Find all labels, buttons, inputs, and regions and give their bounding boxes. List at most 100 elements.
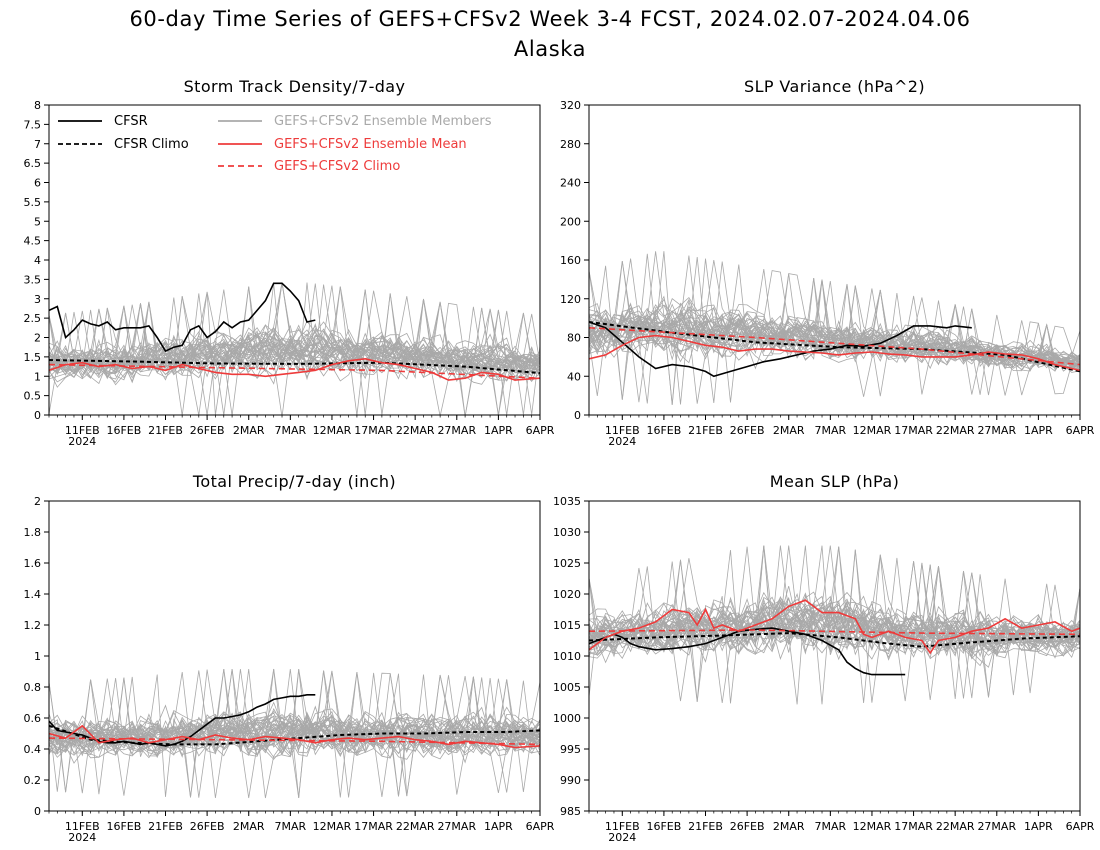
y-tick-label: 0.8 (24, 681, 42, 694)
x-tick-label: 7MAR (815, 820, 847, 833)
ensemble-member-line (49, 305, 540, 415)
x-tick-label: 1APR (1024, 424, 1053, 437)
x-tick-label: 16FEB (646, 424, 681, 437)
x-tick-label: 6APR (526, 424, 555, 437)
x-tick-label: 6APR (1066, 820, 1095, 833)
x-tick-label: 11FEB (605, 424, 640, 437)
ensemble-member-line (49, 668, 540, 756)
y-tick-label: 1020 (553, 588, 581, 601)
series-line-cfsr-climo (49, 359, 540, 375)
y-tick-label: 240 (560, 177, 581, 190)
x-tick-label: 27MAR (977, 820, 1016, 833)
y-tick-label: 280 (560, 138, 581, 151)
x-year-label: 2024 (68, 831, 96, 844)
plot-area-slpvar (589, 251, 1080, 405)
x-tick-label: 26FEB (190, 820, 225, 833)
x-tick-label: 1APR (484, 820, 513, 833)
y-tick-label: 1025 (553, 557, 581, 570)
y-tick-label: 80 (567, 332, 581, 345)
y-tick-label: 320 (560, 99, 581, 112)
y-tick-label: 0.6 (24, 712, 42, 725)
x-tick-label: 12MAR (313, 820, 352, 833)
y-tick-label: 5.5 (24, 196, 42, 209)
y-tick-label: 0 (574, 409, 581, 422)
y-tick-label: 40 (567, 370, 581, 383)
legend: CFSR CFSR Climo GEFS+CFSv2 Ensemble Member… (58, 114, 492, 174)
x-tick-label: 2MAR (233, 424, 265, 437)
panel-title-precip: Total Precip/7-day (inch) (192, 472, 396, 491)
x-tick-label: 11FEB (605, 820, 640, 833)
ensemble-member-line (589, 545, 1080, 657)
x-tick-label: 11FEB (65, 820, 100, 833)
y-tick-label: 1 (34, 650, 41, 663)
y-tick-label: 1005 (553, 681, 581, 694)
y-tick-label: 5 (34, 215, 41, 228)
y-tick-label: 8 (34, 99, 41, 112)
y-tick-label: 3 (34, 293, 41, 306)
y-tick-label: 2 (34, 332, 41, 345)
y-tick-label: 0.5 (24, 390, 42, 403)
y-tick-label: 0 (34, 805, 41, 818)
x-tick-label: 12MAR (313, 424, 352, 437)
x-year-label: 2024 (68, 435, 96, 448)
ensemble-member-line (49, 282, 540, 380)
x-tick-label: 27MAR (437, 424, 476, 437)
ensemble-member-line (589, 273, 1080, 368)
x-tick-label: 16FEB (646, 820, 681, 833)
x-tick-label: 22MAR (396, 424, 435, 437)
series-line-gefs-cfsv2-ensemble-mean (589, 334, 1080, 372)
legend-ensemble-mean-label: GEFS+CFSv2 Ensemble Mean (274, 137, 467, 152)
y-tick-label: 1.5 (24, 351, 42, 364)
x-tick-label: 2MAR (773, 820, 805, 833)
x-tick-label: 1APR (484, 424, 513, 437)
plot-area-storm (49, 282, 540, 415)
y-tick-label: 1035 (553, 495, 581, 508)
plot-frame (48, 500, 541, 812)
legend-cfsr-label: CFSR (114, 114, 148, 129)
ensemble-members-slpvar (589, 251, 1080, 405)
x-tick-label: 27MAR (437, 820, 476, 833)
figure-title-line-2: Alaska (513, 37, 587, 61)
y-tick-label: 990 (560, 774, 581, 787)
x-tick-label: 17MAR (354, 820, 393, 833)
x-tick-label: 7MAR (815, 424, 847, 437)
y-tick-label: 0 (34, 409, 41, 422)
ensemble-members-mslp (589, 545, 1080, 705)
x-tick-label: 1APR (1024, 820, 1053, 833)
series-line-cfsr-climo (49, 724, 540, 746)
y-tick-label: 1 (34, 370, 41, 383)
legend-ensemble-members-label: GEFS+CFSv2 Ensemble Members (274, 114, 492, 129)
figure-title-line-1: 60-day Time Series of GEFS+CFSv2 Week 3-… (129, 7, 971, 31)
y-tick-label: 1030 (553, 526, 581, 539)
x-tick-label: 22MAR (936, 820, 975, 833)
ensemble-member-line (589, 587, 1080, 702)
y-tick-label: 1.4 (24, 588, 42, 601)
y-tick-label: 4 (34, 254, 41, 267)
panel-title-storm: Storm Track Density/7-day (184, 77, 406, 96)
x-year-label: 2024 (608, 831, 636, 844)
ensemble-members-storm (49, 282, 540, 415)
y-tick-label: 1015 (553, 619, 581, 632)
x-tick-label: 2MAR (233, 820, 265, 833)
ensemble-member-line (589, 546, 1080, 660)
y-tick-label: 1000 (553, 712, 581, 725)
series-line-cfsr-climo (589, 632, 1080, 648)
series-line-gefs-cfsv2-climo (49, 737, 540, 746)
y-tick-label: 985 (560, 805, 581, 818)
figure-title: 60-day Time Series of GEFS+CFSv2 Week 3-… (0, 4, 1100, 64)
ensemble-member-line (589, 289, 1080, 396)
y-tick-label: 200 (560, 215, 581, 228)
x-tick-label: 26FEB (190, 424, 225, 437)
x-tick-label: 7MAR (275, 424, 307, 437)
x-tick-label: 21FEB (148, 820, 183, 833)
x-tick-label: 17MAR (894, 820, 933, 833)
ensemble-member-line (589, 561, 1080, 657)
ensemble-member-line (589, 592, 1080, 697)
ensemble-member-line (49, 290, 540, 415)
x-tick-label: 6APR (1066, 424, 1095, 437)
y-tick-label: 1.6 (24, 557, 42, 570)
series-line-cfsr (49, 282, 316, 353)
ensemble-member-line (589, 595, 1080, 657)
ensemble-member-line (589, 570, 1080, 659)
series-line-gefs-cfsv2-ensemble-mean (49, 357, 540, 381)
